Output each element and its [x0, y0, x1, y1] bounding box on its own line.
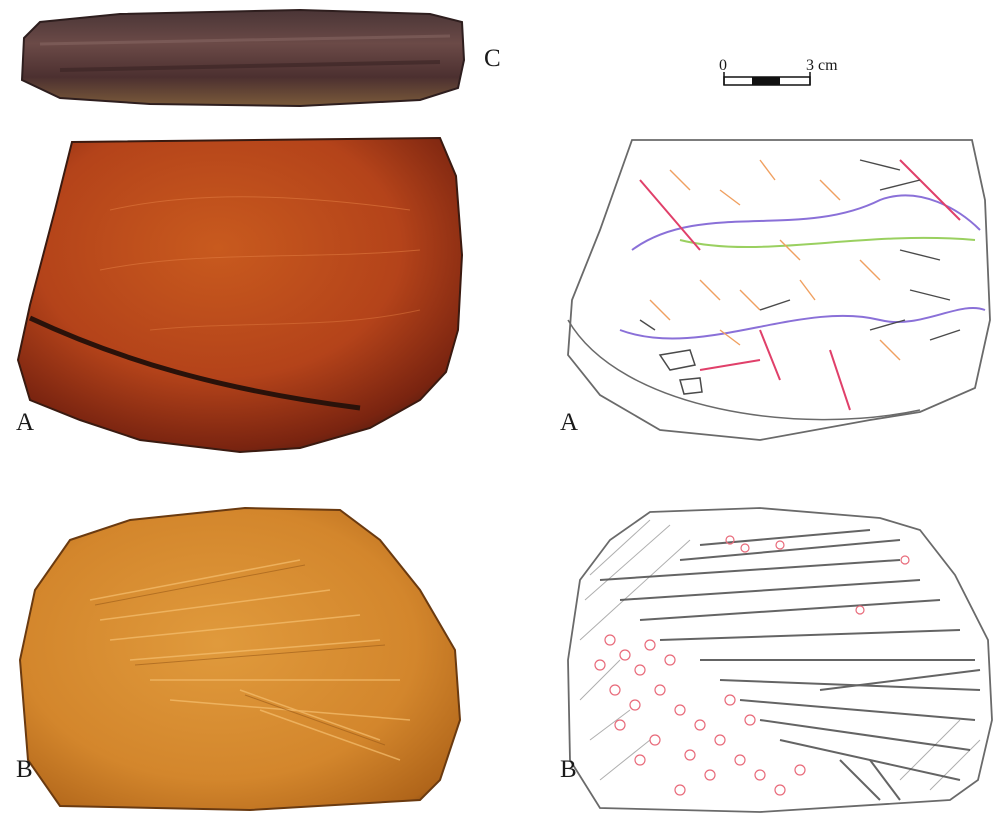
- stone-a-photo: [16, 136, 464, 454]
- scale-end-label: 3 cm: [806, 57, 838, 74]
- label-c: C: [484, 45, 501, 72]
- stone-edge-photo: [20, 8, 466, 108]
- stone-b-photo: [18, 506, 462, 812]
- label-a-tracing: A: [560, 409, 579, 436]
- label-b-tracing: B: [560, 756, 577, 783]
- tracing-a: [567, 139, 991, 441]
- label-a-photo: A: [16, 409, 35, 436]
- scale-bar: [723, 72, 811, 86]
- tracing-b: [567, 507, 993, 813]
- scale-start-label: 0: [719, 57, 727, 74]
- label-b-photo: B: [16, 756, 33, 783]
